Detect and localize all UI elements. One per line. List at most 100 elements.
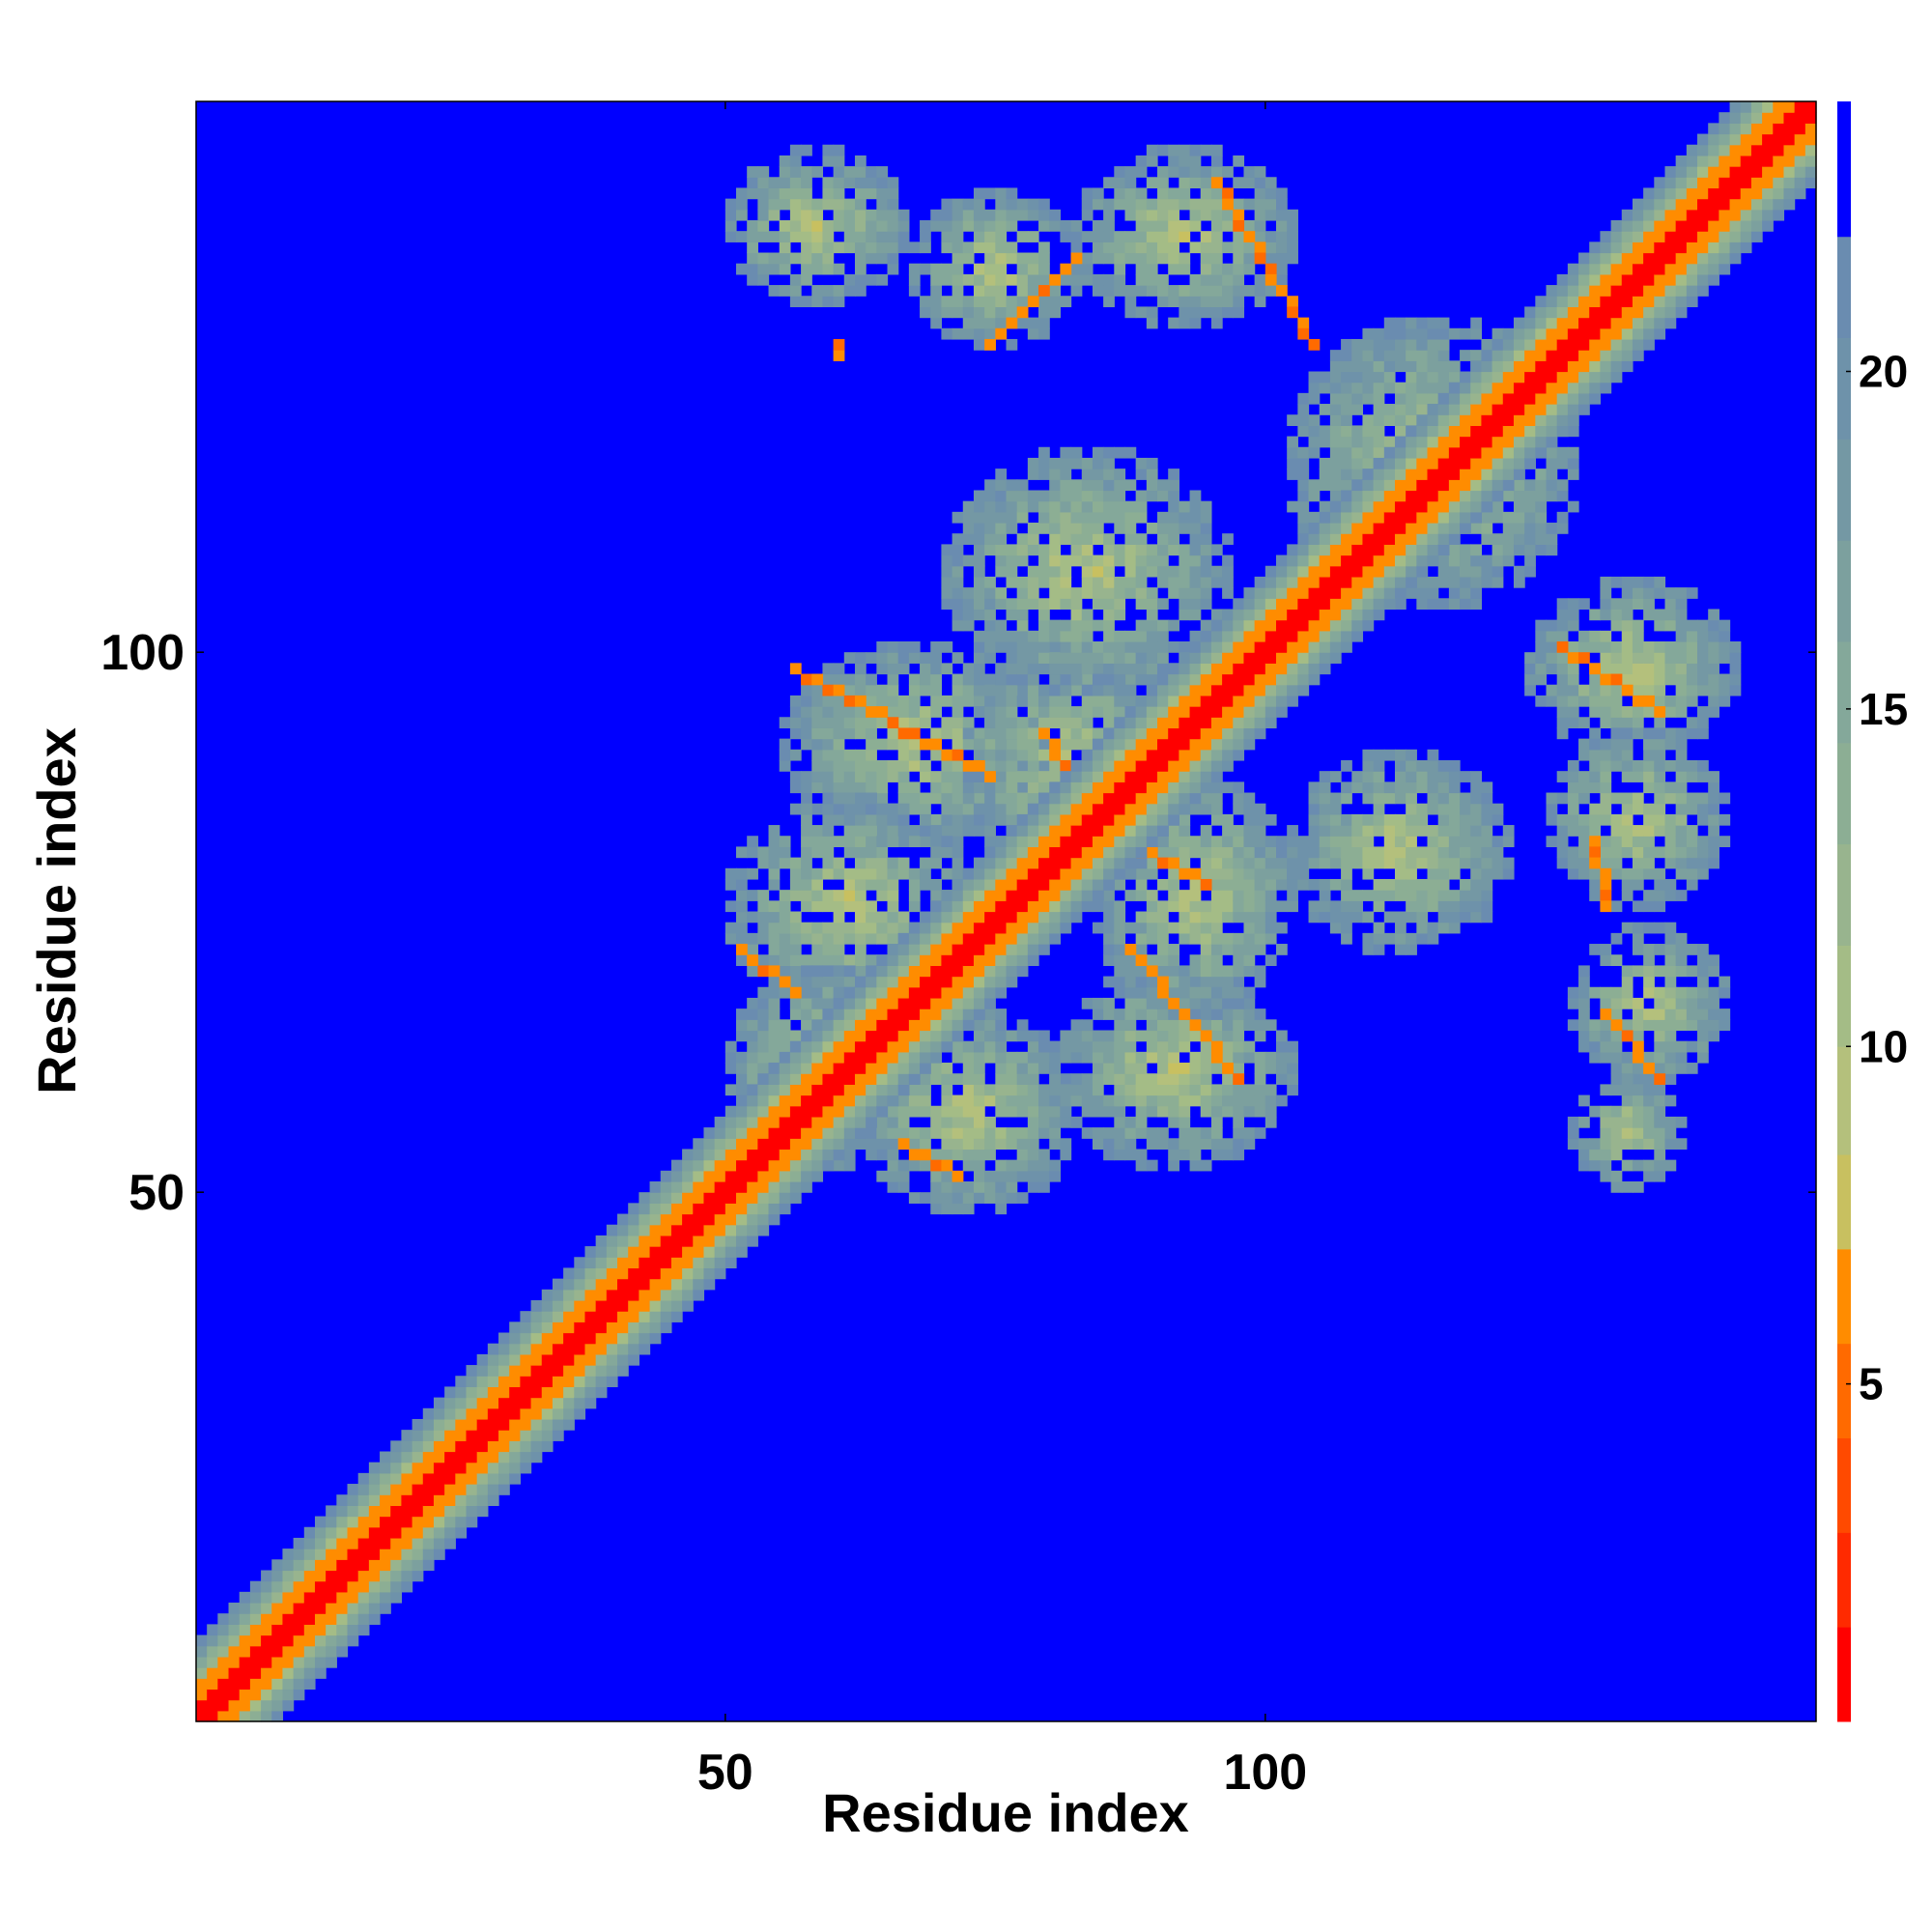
heatmap-cell [401, 1505, 413, 1518]
heatmap-cell [1200, 1040, 1212, 1053]
heatmap-cell [866, 867, 877, 880]
heatmap-cell [789, 867, 802, 880]
heatmap-cell [1038, 1105, 1050, 1118]
heatmap-cell [1210, 296, 1223, 308]
heatmap-cell [1124, 1138, 1137, 1151]
heatmap-cell [1675, 619, 1688, 632]
heatmap-cell [1610, 684, 1623, 696]
heatmap-cell [1146, 954, 1158, 966]
heatmap-cell [1070, 673, 1083, 686]
heatmap-cell [509, 1353, 521, 1366]
heatmap-cell [1276, 285, 1288, 297]
heatmap-cell [412, 1570, 424, 1582]
heatmap-cell [1092, 922, 1104, 934]
heatmap-cell [1287, 414, 1298, 426]
heatmap-cell [941, 296, 953, 308]
heatmap-cell [1406, 759, 1417, 772]
heatmap-cell [1157, 576, 1169, 588]
heatmap-cell [1060, 533, 1072, 545]
heatmap-cell [866, 187, 877, 200]
heatmap-cell [476, 1376, 489, 1388]
heatmap-cell [1287, 436, 1298, 448]
heatmap-cell [271, 1689, 284, 1701]
heatmap-cell [1546, 792, 1558, 805]
heatmap-cell [995, 792, 1008, 805]
heatmap-cell [1621, 598, 1634, 611]
heatmap-cell [952, 652, 964, 664]
heatmap-cell [228, 1699, 241, 1712]
heatmap-cell [1168, 900, 1179, 913]
heatmap-cell [920, 1073, 931, 1085]
heatmap-cell [1146, 177, 1158, 189]
heatmap-cell [995, 533, 1008, 545]
heatmap-cell [1114, 922, 1126, 934]
heatmap-cell [984, 285, 996, 297]
heatmap-cell [779, 846, 791, 859]
heatmap-cell [1406, 781, 1417, 794]
heatmap-cell [1038, 706, 1050, 718]
heatmap-cell [779, 285, 791, 297]
heatmap-cell [1092, 1063, 1104, 1074]
heatmap-cell [1610, 706, 1623, 718]
heatmap-cell [541, 1353, 554, 1366]
heatmap-cell [336, 1505, 349, 1518]
heatmap-cell [1027, 296, 1039, 308]
heatmap-cell [1308, 436, 1321, 448]
heatmap-cell [1135, 652, 1148, 664]
heatmap-cell [1621, 986, 1634, 999]
heatmap-cell [444, 1494, 456, 1506]
heatmap-cell [1329, 813, 1342, 826]
heatmap-cell [1686, 965, 1698, 978]
heatmap-cell [1589, 1019, 1601, 1032]
heatmap-cell [1394, 317, 1406, 329]
heatmap-cell [1103, 976, 1115, 988]
heatmap-cell [1179, 554, 1191, 567]
heatmap-cell [952, 1040, 964, 1053]
heatmap-cell [822, 954, 835, 966]
heatmap-cell [1070, 738, 1083, 751]
heatmap-cell [1319, 371, 1331, 384]
heatmap-cell [984, 771, 996, 782]
heatmap-cell [1708, 781, 1719, 794]
heatmap-cell [930, 663, 943, 675]
heatmap-cell [1081, 1051, 1094, 1064]
heatmap-cell [326, 1624, 337, 1636]
heatmap-cell [1060, 457, 1072, 469]
heatmap-cell [1189, 144, 1202, 156]
heatmap-cell [995, 479, 1008, 492]
heatmap-cell [801, 166, 812, 178]
heatmap-cell [843, 792, 856, 805]
heatmap-cell [1406, 803, 1417, 815]
heatmap-cell [1103, 273, 1115, 286]
heatmap-cell [1654, 781, 1666, 794]
heatmap-cell [1168, 846, 1179, 859]
heatmap-cell [984, 717, 996, 729]
heatmap-cell [1038, 263, 1050, 275]
heatmap-cell [952, 792, 964, 805]
heatmap-cell [1081, 619, 1094, 632]
heatmap-cell [1114, 500, 1126, 513]
heatmap-cell [563, 1418, 575, 1431]
heatmap-cell [1189, 209, 1202, 221]
heatmap-cell [843, 836, 856, 848]
heatmap-cell [1222, 825, 1234, 837]
heatmap-cell [920, 878, 931, 891]
heatmap-cell [1406, 350, 1417, 361]
heatmap-cell [984, 576, 996, 588]
heatmap-cell [1621, 813, 1634, 826]
heatmap-cell [1210, 565, 1223, 578]
heatmap-cell [854, 187, 867, 200]
heatmap-cell [1329, 404, 1342, 415]
heatmap-cell [1189, 490, 1202, 502]
heatmap-cell [779, 198, 791, 211]
heatmap-cell [789, 781, 802, 794]
heatmap-cell [1600, 890, 1612, 901]
heatmap-cell [1233, 209, 1245, 221]
heatmap-cell [1189, 630, 1202, 642]
heatmap-cell [854, 759, 867, 772]
heatmap-cell [1578, 652, 1590, 664]
heatmap-cell [1362, 425, 1375, 438]
heatmap-cell [1222, 1040, 1234, 1053]
heatmap-cell [1233, 867, 1245, 880]
heatmap-cell [952, 252, 964, 265]
